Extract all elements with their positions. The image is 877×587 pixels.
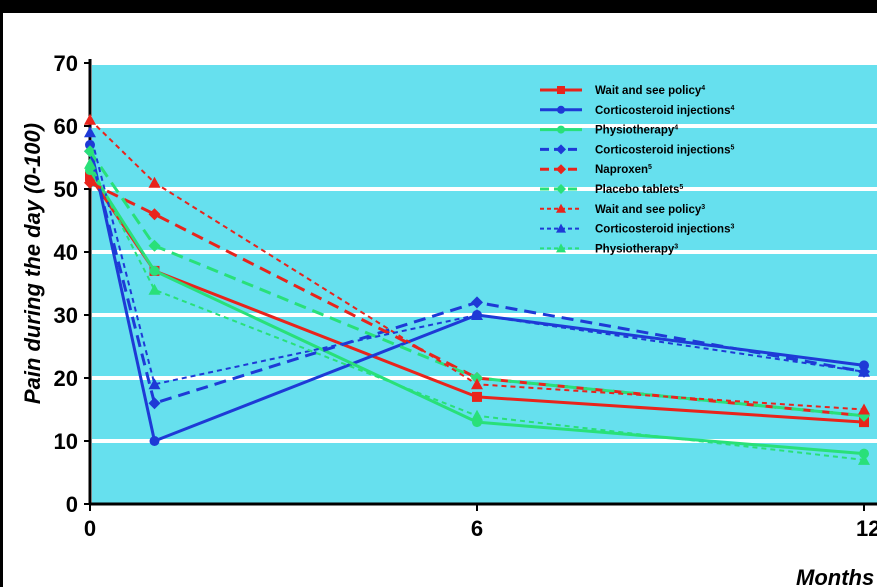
series-line	[88, 150, 865, 405]
y-tick-label: 70	[54, 51, 78, 76]
legend-label: Wait and see policy3	[595, 204, 705, 216]
y-axis-title: Pain during the day (0-100)	[20, 123, 45, 404]
series-8	[84, 126, 870, 390]
data-point	[858, 365, 870, 377]
series-6	[84, 145, 870, 422]
y-tick-label: 10	[54, 429, 78, 454]
legend-label: Naproxen5	[595, 164, 652, 176]
x-tick-label: 0	[84, 516, 96, 541]
legend-marker	[556, 184, 566, 194]
legend-label: Corticosteroid injections5	[595, 144, 734, 156]
legend-item: Corticosteroid injections5	[540, 144, 734, 156]
legend-item: Wait and see policy4	[540, 85, 705, 97]
data-point	[148, 283, 161, 295]
data-point	[85, 171, 95, 182]
legend-item: Wait and see policy3	[540, 203, 705, 216]
x-tick-label: 6	[471, 516, 483, 541]
legend-item: Corticosteroid injections3	[540, 223, 734, 236]
y-tick-label: 50	[54, 177, 78, 202]
series-layer	[84, 113, 870, 465]
legend-item: Naproxen5	[540, 164, 652, 176]
x-tick-label: 12	[856, 516, 877, 541]
y-tick-label: 30	[54, 303, 78, 328]
legend-label: Placebo tablets5	[595, 184, 683, 196]
data-point	[84, 157, 96, 169]
legend-label: Corticosteroid injections4	[595, 105, 734, 117]
series-line	[88, 169, 865, 456]
legend-marker	[557, 86, 565, 94]
legend-label: Corticosteroid injections3	[595, 224, 734, 236]
data-point	[858, 453, 870, 465]
data-point	[859, 417, 869, 428]
data-point	[148, 378, 161, 390]
legend-item: Placebo tablets5	[540, 184, 683, 196]
data-point	[148, 208, 161, 221]
data-point	[471, 409, 483, 421]
y-tick-label: 0	[66, 492, 78, 517]
data-point	[471, 372, 483, 384]
data-point	[472, 391, 482, 402]
series-line	[89, 118, 865, 411]
data-point	[149, 265, 160, 276]
legend-item: Corticosteroid injections4	[540, 105, 734, 117]
top-border	[0, 0, 877, 13]
series-9	[84, 157, 870, 465]
data-point	[471, 296, 483, 309]
x-ticks: 0 6 12	[84, 504, 877, 541]
legend-marker	[556, 223, 566, 233]
legend: Wait and see policy4 Corticosteroid injec…	[540, 85, 734, 255]
legend-marker	[556, 144, 566, 155]
legend-label: Wait and see policy4	[595, 85, 705, 97]
series-line	[89, 132, 865, 386]
legend-marker	[557, 125, 565, 134]
data-point	[858, 403, 870, 415]
y-tick-label: 20	[54, 366, 78, 391]
data-point	[148, 239, 161, 252]
data-point	[471, 378, 483, 390]
legend-marker	[556, 164, 566, 175]
data-point	[148, 397, 161, 410]
data-point	[84, 145, 96, 158]
data-point	[84, 113, 96, 125]
series-line	[88, 144, 865, 443]
data-point	[84, 126, 96, 138]
series-line	[88, 150, 865, 418]
data-point	[859, 448, 869, 459]
y-tick-label: 40	[54, 240, 78, 265]
plot-area	[92, 63, 877, 504]
series-2	[85, 139, 869, 446]
y-ticks: 0 10 20 30 40 50 60 70	[54, 51, 90, 517]
legend-item: Physiotherapy4	[540, 125, 678, 137]
series-line	[88, 175, 865, 424]
legend-label: Physiotherapy4	[595, 125, 678, 137]
x-axis-title: Months	[796, 565, 874, 587]
legend-marker	[557, 105, 565, 114]
data-point	[471, 309, 483, 320]
y-tick-label: 60	[54, 114, 78, 139]
data-point	[148, 176, 161, 188]
series-7	[84, 113, 870, 415]
data-point	[84, 176, 96, 189]
left-border	[0, 13, 3, 587]
legend-label: Physiotherapy3	[595, 243, 678, 255]
legend-item: Physiotherapy3	[540, 243, 678, 255]
data-point	[859, 360, 869, 371]
data-point	[149, 436, 160, 446]
legend-marker	[556, 203, 566, 213]
legend-marker	[556, 243, 566, 253]
